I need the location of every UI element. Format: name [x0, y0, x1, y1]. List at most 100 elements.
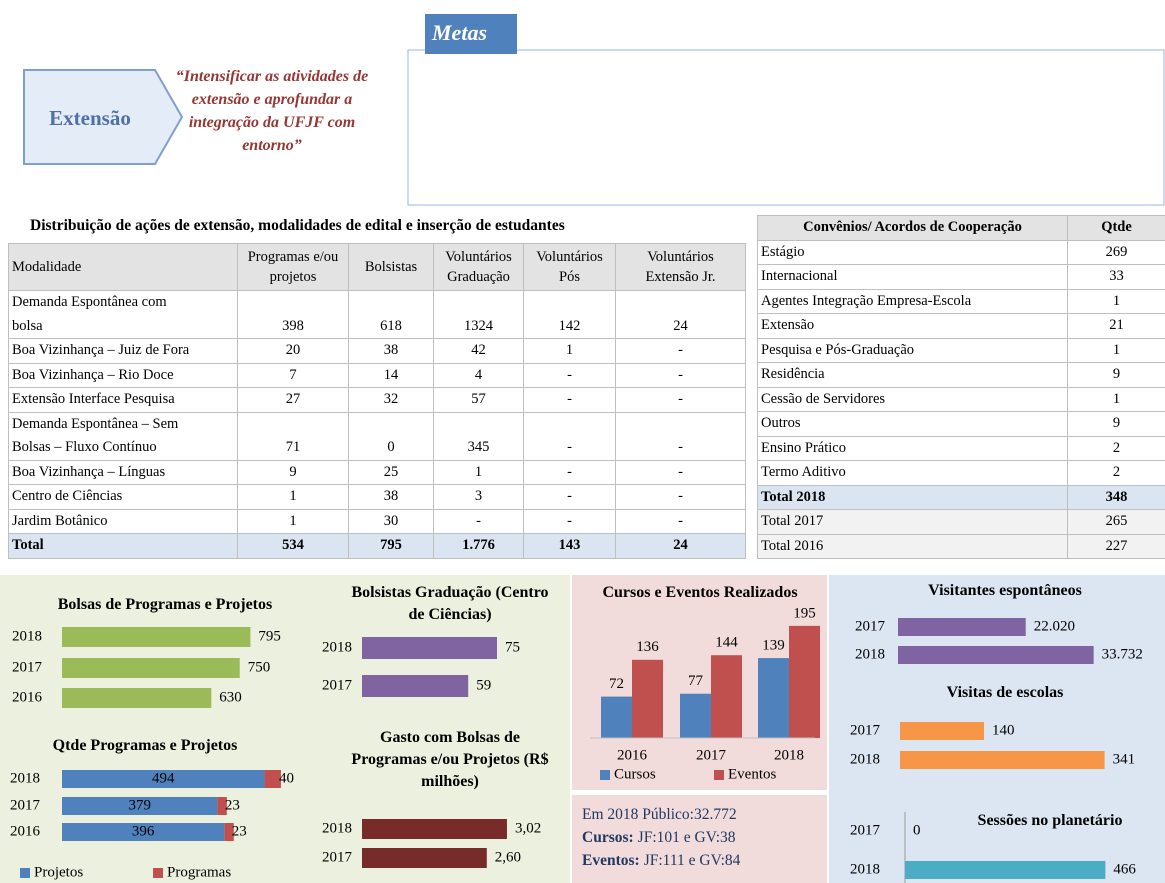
value-label: 75	[505, 639, 520, 655]
cell: 1.776	[433, 533, 524, 559]
y-tick-label: 2016	[10, 823, 41, 839]
y-tick-label: 2018	[855, 646, 885, 662]
value-label: 0	[913, 822, 921, 838]
extensao-label: Extensão	[49, 106, 131, 130]
cell: 21	[1067, 313, 1165, 339]
value-label: 396	[132, 823, 155, 839]
row: Agentes Integração Empresa-Escola 1	[757, 288, 1165, 314]
value-label: 144	[715, 635, 738, 651]
cell: 143	[523, 533, 616, 559]
quote: “Intensificar as atividades de extensão …	[175, 68, 369, 154]
y-tick-label: 2016	[12, 689, 43, 705]
info-text: Em 2018 Público:32.772 Cursos: JF:101 e GV…	[582, 803, 740, 872]
total-row: Total 2018 348	[757, 484, 1165, 510]
bar	[62, 688, 212, 708]
header-row: Modalidade Programas e/ou projetos Bolsist…	[8, 243, 746, 291]
row: Outros 9	[757, 411, 1165, 437]
chart-title: Sessões no planetário	[977, 812, 1123, 829]
cell: 33	[1067, 264, 1165, 290]
bar	[898, 618, 1026, 636]
info-line: Em 2018 Público:32.772	[582, 803, 740, 826]
x-tick-label: 2016	[617, 747, 648, 763]
legend-label: Projetos	[34, 864, 83, 880]
legend-swatch	[153, 868, 163, 878]
column-header: Voluntários Graduação	[433, 243, 524, 291]
value-label: 195	[793, 605, 816, 621]
value-label: 379	[128, 797, 151, 813]
cell: 1	[1067, 386, 1165, 412]
cell: 20	[237, 338, 349, 364]
legend-swatch	[20, 868, 30, 878]
cell: Jardim Botânico	[8, 508, 238, 534]
cell: 14	[348, 362, 434, 388]
value-label: 136	[636, 639, 659, 655]
chart-title: Bolsas de Programas e Projetos	[57, 596, 273, 613]
info-value: JF:111 e GV:84	[643, 852, 741, 869]
cell: 1	[237, 484, 349, 510]
cell: 348	[1067, 484, 1165, 510]
row: Demanda Espontânea com bolsa 398 618 1324 14…	[8, 290, 746, 339]
row: Centro de Ciências 1 38 3- -	[8, 484, 746, 510]
y-tick-label: 2017	[850, 822, 881, 838]
cell: 618	[348, 290, 434, 339]
row: Ensino Prático 2	[757, 435, 1165, 461]
cell: -	[433, 508, 524, 534]
bar-segment	[62, 823, 225, 841]
cell: 38	[348, 484, 434, 510]
bar	[758, 658, 789, 738]
legend-swatch	[600, 770, 610, 780]
bar	[632, 659, 663, 738]
row: Boa Vizinhança – Línguas 9 25 1- -	[8, 459, 746, 485]
bar	[905, 861, 1106, 879]
cell: 3	[433, 484, 524, 510]
cell: -	[523, 387, 616, 413]
cell: -	[615, 508, 746, 534]
value-label: 23	[232, 823, 247, 839]
column-header: Voluntários Pós	[523, 243, 616, 291]
bar	[362, 637, 497, 659]
cell: Estágio	[757, 239, 1068, 265]
value-label: 59	[476, 677, 491, 693]
modalidades-table: Modalidade Programas e/ou projetos Bolsist…	[8, 243, 746, 559]
chart-title: Gasto com Bolsas de Programas e/ou Proje…	[351, 729, 549, 790]
y-tick-label: 2018	[12, 628, 42, 644]
cell: 398	[237, 290, 349, 339]
cell: Ensino Prático	[757, 435, 1068, 461]
row: Extensão 21	[757, 313, 1165, 339]
metas-box	[407, 49, 1165, 206]
cell: 345	[433, 411, 524, 461]
value-label: 494	[152, 770, 175, 786]
column-header: Qtde	[1067, 215, 1165, 241]
bar	[362, 675, 469, 697]
info-value: JF:101 e GV:38	[637, 829, 736, 846]
table-title: Distribuição de ações de extensão, modal…	[30, 217, 565, 234]
cell: -	[615, 411, 746, 461]
column-header: Convênios/ Acordos de Cooperação	[757, 215, 1068, 241]
legend-swatch	[714, 770, 724, 780]
value-label: 33.732	[1102, 646, 1143, 662]
cell: Demanda Espontânea com bolsa	[8, 290, 238, 339]
row: Termo Aditivo 2	[757, 460, 1165, 486]
cell: Outros	[757, 411, 1068, 437]
total-row: Total 2016 227	[757, 533, 1165, 559]
cell: 534	[237, 533, 349, 559]
bar	[900, 751, 1105, 769]
convenios-table: Convênios/ Acordos de Cooperação Qtde Está…	[757, 215, 1165, 559]
extensao-arrow	[23, 69, 184, 165]
column-header: Modalidade	[8, 243, 238, 291]
bar	[789, 625, 820, 738]
y-tick-label: 2017	[322, 849, 353, 865]
bar-segment	[62, 770, 265, 788]
legend-label: Eventos	[728, 766, 776, 782]
cell: 2	[1067, 435, 1165, 461]
y-tick-label: 2018	[850, 751, 880, 767]
cell: -	[615, 362, 746, 388]
bar-segment	[224, 823, 234, 841]
legend-label: Programas	[167, 864, 231, 880]
cell: 4	[433, 362, 524, 388]
row: Cessão de Servidores 1	[757, 386, 1165, 412]
bar	[601, 696, 632, 738]
cell: Demanda Espontânea – Sem Bolsas – Fluxo …	[8, 411, 238, 461]
value-label: 3,02	[515, 820, 541, 836]
chart-title: Visitas de escolas	[946, 684, 1064, 701]
